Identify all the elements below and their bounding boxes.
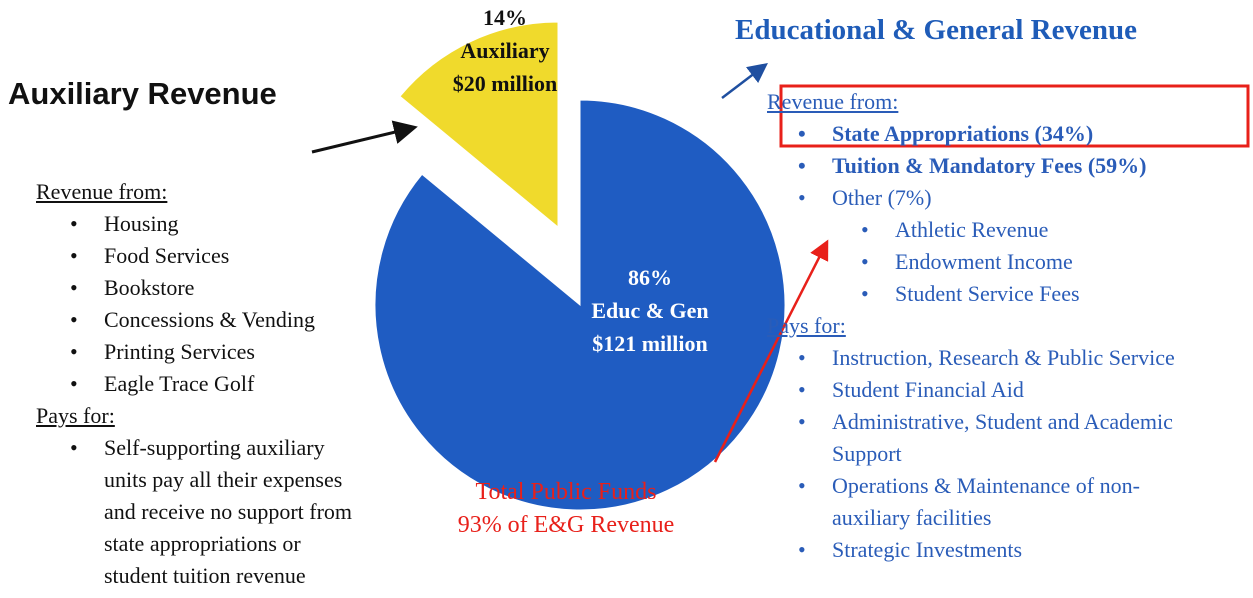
list: Self-supporting auxiliary units pay all … [36, 432, 366, 592]
left-column: Revenue from: HousingFood ServicesBookst… [36, 176, 416, 592]
arrow [311, 120, 418, 154]
list: State Appropriations (34%)Tuition & Mand… [767, 118, 1247, 310]
list-item: Eagle Trace Golf [70, 368, 416, 400]
slice-label: $121 million [592, 331, 708, 356]
list-item: Operations & Maintenance of non-auxiliar… [798, 470, 1192, 534]
list-item: Endowment Income [861, 246, 1247, 278]
list-item: Housing [70, 208, 416, 240]
slice-label: 86% [628, 265, 672, 290]
heading: Pays for: [36, 403, 115, 428]
list-item: Administrative, Student and Academic Sup… [798, 406, 1192, 470]
note-line: 93% of E&G Revenue [457, 512, 675, 538]
heading: Revenue from: [36, 179, 168, 204]
heading: Revenue from: [767, 89, 899, 114]
slice-label: Auxiliary [460, 38, 549, 63]
pie-slice [374, 99, 786, 511]
slice-label: Educ & Gen [591, 298, 708, 323]
list-item: Athletic Revenue [861, 214, 1247, 246]
list-item: Strategic Investments [798, 534, 1192, 566]
list-item: Tuition & Mandatory Fees (59%) [798, 150, 1247, 182]
right-title: Educational & General Revenue [735, 14, 1137, 46]
list-item: Instruction, Research & Public Service [798, 342, 1192, 374]
list-item: Concessions & Vending [70, 304, 416, 336]
list-item: Food Services [70, 240, 416, 272]
note-line: Total Public Funds [475, 479, 657, 505]
heading: Pays for: [767, 313, 846, 338]
arrow [713, 239, 829, 463]
slice-label: 14% [483, 5, 527, 30]
list: Instruction, Research & Public ServiceSt… [767, 342, 1247, 566]
left-title: Auxiliary Revenue [8, 76, 277, 111]
pie-slice [399, 21, 559, 229]
arrow [721, 62, 768, 99]
list-item: Student Financial Aid [798, 374, 1192, 406]
list-item: Student Service Fees [861, 278, 1247, 310]
list-item: Printing Services [70, 336, 416, 368]
note: Total Public Funds 93% of E&G Revenue [420, 476, 712, 542]
list-item: Self-supporting auxiliary units pay all … [70, 432, 366, 592]
right-column: Revenue from: State Appropriations (34%)… [767, 86, 1247, 566]
list-item: Other (7%) [798, 182, 1247, 214]
list-item: State Appropriations (34%) [798, 118, 1247, 150]
list-item: Bookstore [70, 272, 416, 304]
pie: 14% Auxiliary $20 million 86% Educ & Gen $121… [374, 5, 786, 511]
list: HousingFood ServicesBookstoreConcessions… [36, 208, 416, 400]
slice-label: $20 million [453, 71, 558, 96]
